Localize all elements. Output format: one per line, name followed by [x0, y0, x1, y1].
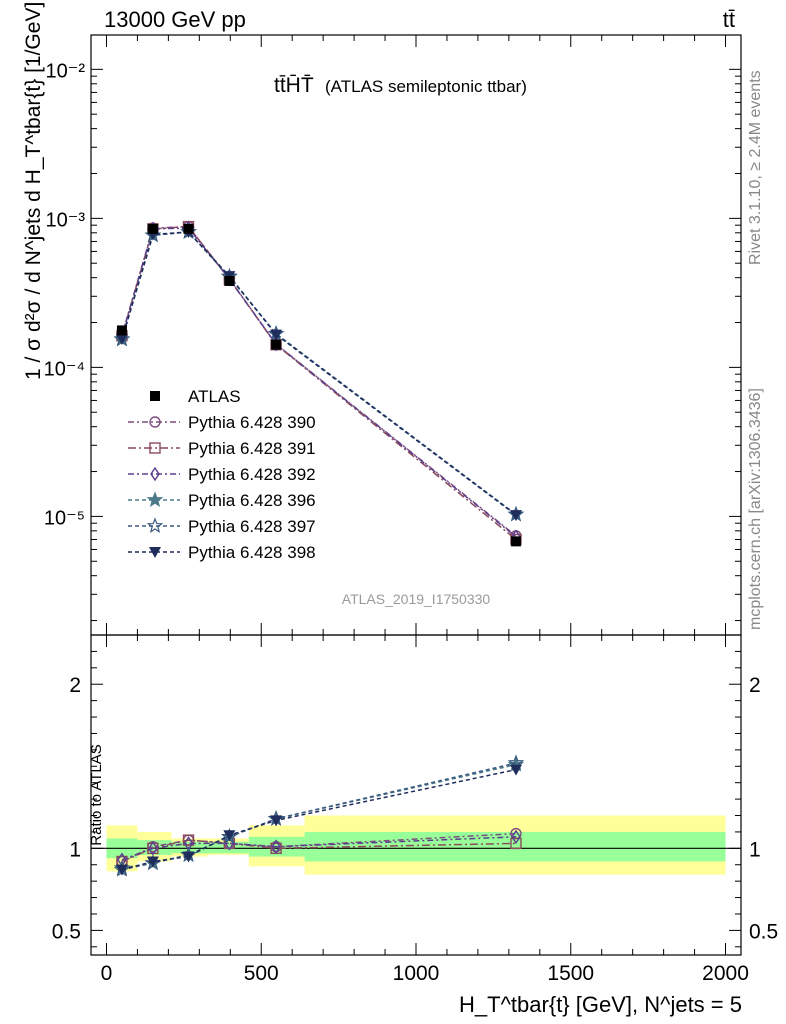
legend-label: Pythia 6.428 397 [188, 517, 316, 536]
ratio-y-tick-label: 2 [69, 674, 81, 697]
ratio-series-point [182, 834, 195, 846]
x-tick-label: 1500 [547, 962, 594, 985]
ratio-series-point [115, 864, 128, 876]
x-tick-label: 500 [244, 962, 279, 985]
main-panel: 10⁻⁵ 10⁻⁴ 10⁻³ 10⁻² ATLAS Pythia 6.428 390 Pyt… [44, 34, 742, 647]
ratio-ylabel: Ratio to ATLAS [88, 744, 105, 845]
ratio-y-tick-label: 0.5 [749, 920, 778, 943]
legend-label: Pythia 6.428 391 [188, 439, 316, 458]
header-right-label: tt̄ [723, 7, 735, 32]
series-line [121, 227, 517, 538]
y-tick-label: 10⁻⁵ [44, 507, 85, 529]
legend-marker [149, 416, 161, 428]
series-point [270, 329, 283, 341]
legend-marker [150, 466, 160, 482]
ratio-series-line [121, 768, 517, 871]
y-tick-label: 10⁻⁴ [44, 358, 85, 380]
data-point [271, 339, 282, 350]
y-tick-label: 10⁻³ [46, 209, 86, 231]
main-subtitle: (ATLAS semileptonic ttbar) [325, 77, 527, 96]
main-ylabel: 1 / σ d²σ / d N^jets d H_T^tbar{t} [1/Ge… [22, 2, 45, 380]
ratio-y-tick-label: 1 [749, 838, 761, 861]
series-line [121, 225, 517, 537]
header-left-label: 13000 GeV pp [104, 7, 246, 32]
ratio-series-line [121, 762, 517, 871]
series-line [121, 231, 517, 516]
ratio-series-point [270, 815, 283, 827]
analysis-watermark: ATLAS_2019_I1750330 [342, 591, 491, 607]
series-point [509, 510, 522, 522]
ratio-y-tick-label: 1 [69, 838, 81, 861]
ratio-series-line [121, 836, 517, 861]
series-line [121, 231, 517, 516]
rivet-info-label: Rivet 3.1.10, ≥ 2.4M events [747, 70, 764, 265]
y-tick-label: 10⁻² [46, 60, 86, 82]
legend-label: ATLAS [188, 387, 241, 406]
x-tick-label: 1000 [393, 962, 440, 985]
ratio-series-point [271, 839, 281, 854]
ratio-series-point [223, 830, 236, 842]
legend-label: Pythia 6.428 398 [188, 543, 316, 562]
ratio-series-point [509, 764, 522, 776]
ratio-series-point [510, 837, 522, 850]
series-line [121, 231, 517, 516]
legend-marker [146, 517, 164, 534]
ratio-series-point [182, 851, 195, 863]
series-line [121, 225, 517, 541]
ratio-series-point [146, 856, 159, 868]
ratio-series-point [148, 841, 158, 856]
mcplots-info-label: mcplots.cern.ch [arXiv:1306.3436] [747, 388, 764, 630]
ratio-y-tick-label: 2 [749, 674, 761, 697]
series-point [115, 334, 128, 346]
data-point [510, 536, 521, 547]
data-point [183, 223, 194, 234]
ratio-y-tick-label: 0.5 [52, 920, 81, 943]
x-axis-label: H_T^tbar{t} [GeV], N^jets = 5 [459, 992, 742, 1017]
legend-marker [146, 491, 164, 508]
data-point [116, 325, 127, 336]
main-title: tt̄H̄T̄ [274, 74, 314, 97]
legend-label: Pythia 6.428 392 [188, 465, 316, 484]
data-point [224, 275, 235, 286]
legend-marker [149, 547, 161, 558]
legend-marker [149, 442, 161, 454]
data-point [147, 223, 158, 234]
ratio-frame [90, 634, 742, 956]
legend-label: Pythia 6.428 396 [188, 491, 316, 510]
x-tick-label: 0 [101, 962, 113, 985]
x-tick-label: 2000 [702, 962, 749, 985]
legend-marker [150, 391, 160, 401]
ratio-series-point [511, 829, 521, 845]
legend-label: Pythia 6.428 390 [188, 413, 316, 432]
